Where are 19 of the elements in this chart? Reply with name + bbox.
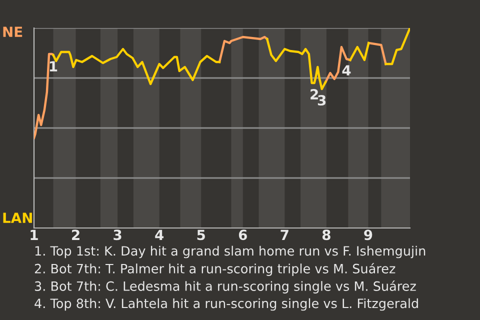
text: NE [3,26,22,37]
text: 2. Bot 7th: T. Palmer hit a run-scoring triple vs M. Suárez [34,263,396,276]
x-tick-label: 5 [197,230,205,240]
x-tick-label: 2 [72,230,80,240]
annotation: 3 [318,95,326,106]
annotation: 4 [342,65,351,76]
text: LAN [3,212,32,223]
x-tick-label: 6 [238,230,247,240]
x-tick-label: 1 [30,230,38,240]
annotation: 2 [310,89,318,100]
text: 1. Top 1st: K. Day hit a grand slam home run vs F. Ishemgujin [35,246,426,258]
annotation: 1 [50,61,58,72]
x-tick-label: 3 [114,230,122,240]
text: 3. Bot 7th: C. Ledesma hit a run-scoring single vs M. Suárez [34,280,416,294]
x-tick-label: 7 [280,230,288,240]
text: 4. Top 8th: V. Lahtela hit a run-scoring single vs L. Fitzgerald [34,298,418,311]
x-tick-label: 4 [155,230,164,240]
x-tick-label: 8 [322,230,330,240]
x-tick-label: 9 [364,230,372,240]
